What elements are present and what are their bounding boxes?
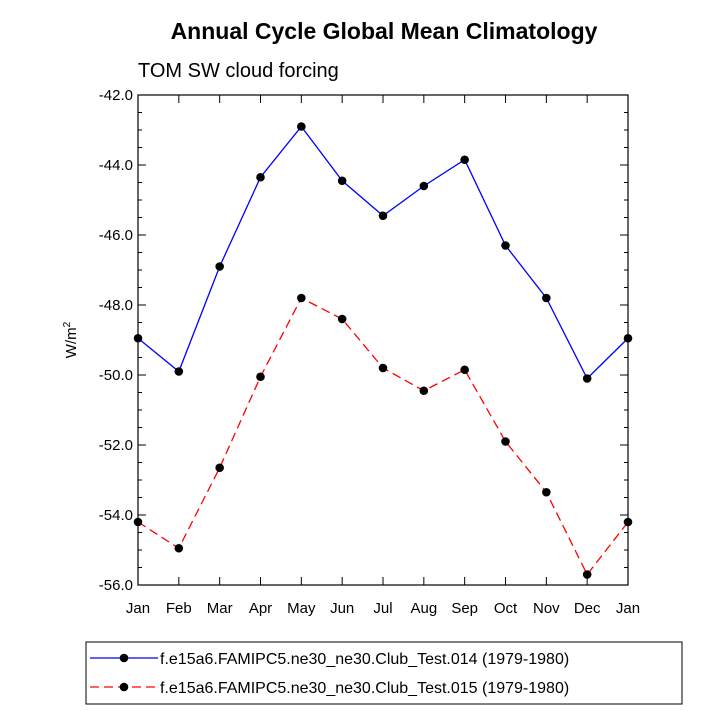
legend-marker-1 [119,653,129,663]
series-2-point [215,463,224,473]
plot-frame [137,94,629,586]
series-2-point [542,487,551,497]
legend-label-2: f.e15a6.FAMIPC5.ne30_ne30.Club_Test.015 … [160,680,569,697]
legend-marker-2 [119,682,129,692]
series-2-point [337,314,347,324]
y-axis-label: W/m2 [62,321,80,358]
y-tick-label: -46.0 [99,227,133,244]
chart-subtitle: TOM SW cloud forcing [138,60,339,82]
x-tick-label: Jul [373,600,392,617]
series-1-point [378,211,388,221]
x-tick-label: Mar [207,600,233,617]
series-2-point [419,386,429,396]
series-line-2 [137,297,629,576]
series-2-point [623,517,633,527]
series-2-point [133,517,143,527]
x-tick-label: Jun [330,600,354,617]
series-1-point [623,333,633,343]
x-tick-label: Nov [533,600,560,617]
series-1-point [419,181,429,191]
series-1-point [337,176,347,186]
x-tick-label: Dec [574,600,601,617]
series-2-point [256,372,265,382]
series-2-point [174,543,184,553]
plot-area: -42.0 -44.0 -46.0 -48.0 -50.0 -52.0 -54.0 -56.0… [99,87,640,617]
series-2-point [582,570,592,579]
y-tick-label: -42.0 [99,87,133,104]
chart-title: Annual Cycle Global Mean Climatology [171,18,598,44]
series-1-point [297,122,306,131]
series-1-point [582,374,592,383]
y-tick-label: -52.0 [99,437,133,454]
y-tick-label: -50.0 [99,367,133,384]
series-1-point [215,262,224,271]
y-axis-label-sup: 2 [62,321,73,327]
series-2-point [297,293,306,303]
legend-box [85,641,683,705]
series-2-point [460,365,469,375]
x-tick-label: Jan [616,600,640,617]
series-1-point [133,333,143,343]
series-2-point [378,363,388,373]
x-tick-label: Oct [494,600,518,617]
legend-label-1: f.e15a6.FAMIPC5.ne30_ne30.Club_Test.014 … [160,651,569,668]
y-tick-label: -48.0 [99,297,133,314]
x-tick-label: Feb [166,600,192,617]
legend: f.e15a6.FAMIPC5.ne30_ne30.Club_Test.014 … [85,641,683,705]
series-2-point [501,437,510,446]
x-tick-label: Sep [451,600,478,617]
series-1-point [174,367,184,376]
x-tick-label: Apr [249,600,272,617]
series-1-point [501,241,510,250]
x-tick-label: Aug [410,600,437,617]
series-1-point [460,155,469,165]
series-1-point [256,172,265,182]
y-tick-label: -44.0 [99,157,133,174]
y-tick-label: -56.0 [99,577,133,594]
x-tick-label: May [287,600,316,617]
series-line-1 [137,125,629,380]
series-1-point [542,293,551,303]
x-tick-label: Jan [126,600,150,617]
y-tick-label: -54.0 [99,507,133,524]
